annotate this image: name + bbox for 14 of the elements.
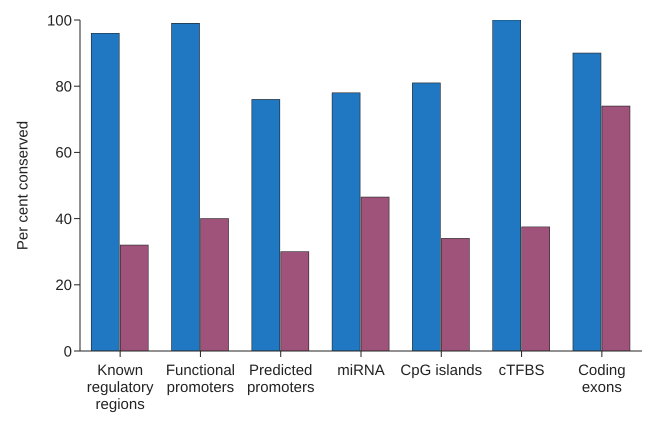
- x-tick-label: miRNA: [337, 362, 385, 379]
- x-tick-label: Predicted promoters: [246, 362, 314, 396]
- x-tick-label: CpG islands: [400, 362, 482, 379]
- y-tick-label: 20: [55, 277, 72, 294]
- y-tick-label: 40: [55, 210, 72, 228]
- x-tick-label: cTFBS: [498, 362, 544, 379]
- y-axis-title: Per cent conserved: [14, 120, 32, 250]
- y-tick-label: 60: [55, 144, 72, 162]
- y-tick-label: 80: [55, 78, 72, 96]
- x-tick-label: Known regulatory regions: [86, 362, 154, 413]
- y-tick-label: 0: [64, 343, 72, 360]
- x-tick-label: Coding exons: [578, 362, 626, 396]
- x-tick-label: Functional promoters: [166, 362, 236, 396]
- y-tick-label: 100: [46, 12, 72, 30]
